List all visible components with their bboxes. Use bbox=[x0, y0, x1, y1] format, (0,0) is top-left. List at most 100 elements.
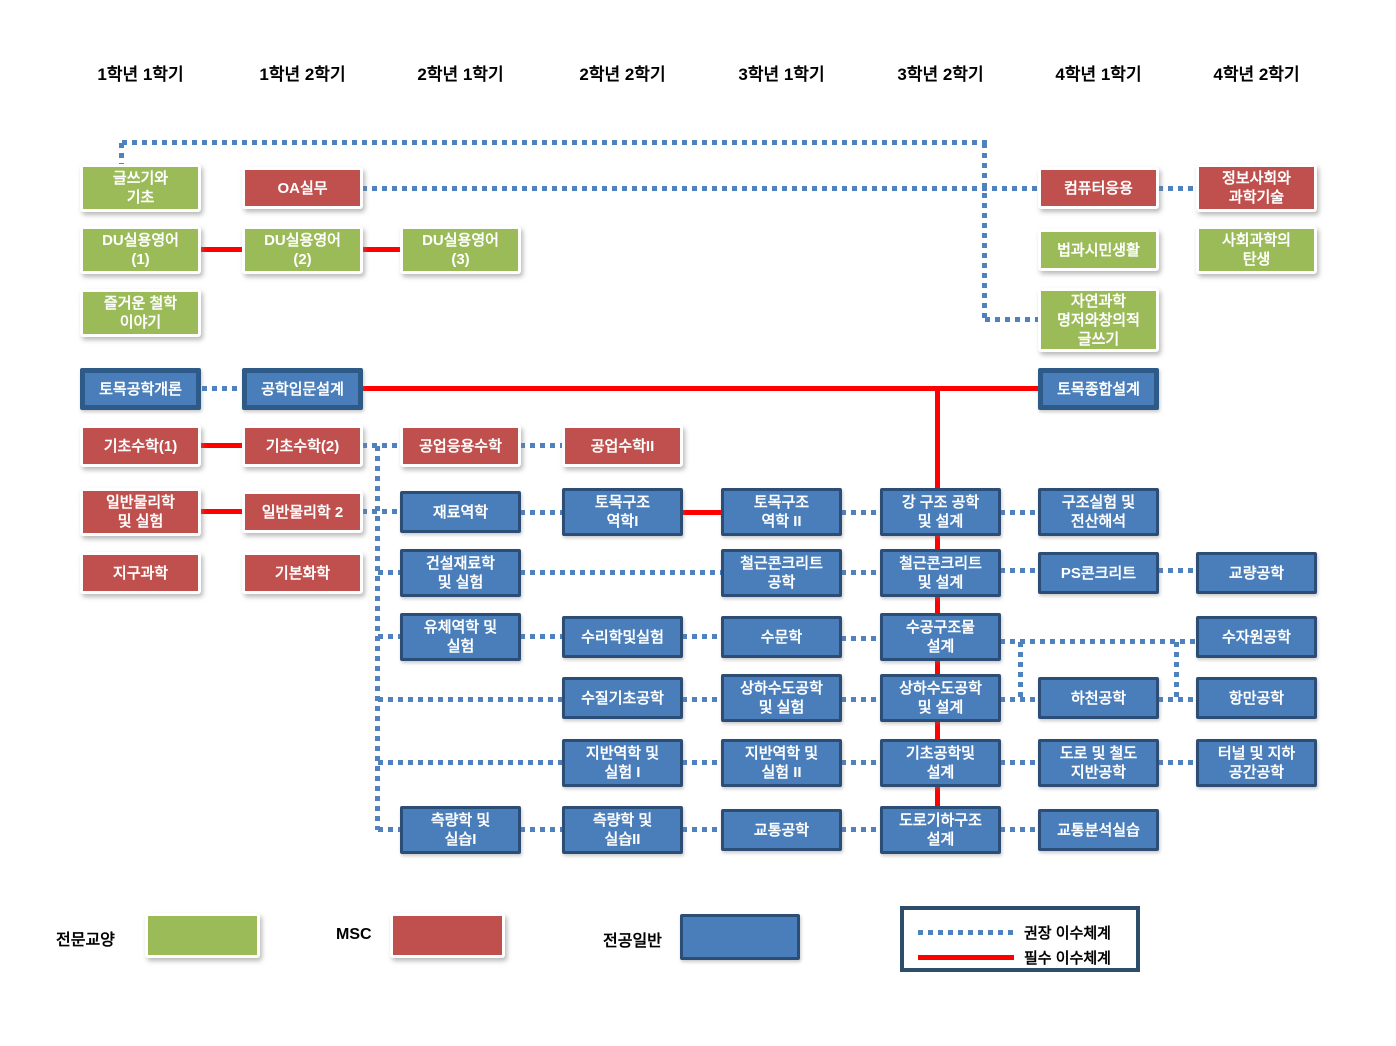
course-box-gicho: 기초공학및 설계 bbox=[880, 739, 1001, 787]
course-box-cheolgeun2: 철근콘크리트 및 설계 bbox=[880, 549, 1001, 597]
course-box-cheolhak: 즐거운 철학 이야기 bbox=[80, 289, 201, 337]
recommended-connector-h bbox=[378, 760, 562, 765]
recommended-connector-h bbox=[378, 634, 400, 639]
required-connector-h bbox=[200, 443, 242, 448]
legend-swatch-major bbox=[680, 914, 800, 960]
course-box-jeongbo: 정보사회와 과학기술 bbox=[1196, 164, 1317, 212]
course-box-gyotong: 교통공학 bbox=[721, 809, 842, 851]
course-box-cheolgeun1: 철근콘크리트 공학 bbox=[721, 549, 842, 597]
course-box-dorogiha: 도로기하구조 설계 bbox=[880, 806, 1001, 854]
course-box-geulsseugi: 글쓰기와 기초 bbox=[80, 164, 201, 212]
course-box-beopgwa: 법과시민생활 bbox=[1038, 229, 1159, 271]
semester-header-2: 1학년 2학기 bbox=[259, 65, 346, 84]
legend-swatch-liberal-arts bbox=[145, 913, 260, 958]
course-box-ipmun: 공학입문설계 bbox=[242, 368, 363, 410]
course-box-phys1: 일반물리학 및 실험 bbox=[80, 488, 201, 536]
course-box-gyotongbunseok: 교통분석실습 bbox=[1038, 809, 1159, 851]
course-box-gaeron: 토목공학개론 bbox=[80, 368, 201, 410]
recommended-connector-v bbox=[1174, 642, 1179, 700]
recommended-connector-h bbox=[841, 760, 880, 765]
recommended-connector-h bbox=[362, 186, 1038, 191]
course-box-gongsu2: 공업수학II bbox=[562, 425, 683, 467]
semester-header-7: 4학년 1학기 bbox=[1055, 65, 1142, 84]
required-connector-h bbox=[200, 247, 242, 252]
recommended-connector-h bbox=[520, 570, 721, 575]
required-connector-h bbox=[682, 510, 721, 515]
course-box-jayeon: 자연과학 명저와창의적 글쓰기 bbox=[1038, 288, 1159, 352]
legend-label-major: 전공일반 bbox=[603, 933, 662, 950]
course-box-du2: DU실용영어 (2) bbox=[242, 226, 363, 274]
recommended-connector-h bbox=[1158, 760, 1196, 765]
course-box-sangha2: 상하수도공학 및 설계 bbox=[880, 674, 1001, 722]
course-box-sujawon: 수자원공학 bbox=[1196, 616, 1317, 658]
course-box-jiban2: 지반역학 및 실험 II bbox=[721, 739, 842, 787]
course-box-sahoe: 사회과학의 탄생 bbox=[1196, 226, 1317, 274]
course-box-phys2: 일반물리학 2 bbox=[242, 491, 363, 533]
course-box-math1: 기초수학(1) bbox=[80, 425, 201, 467]
recommended-connector-h bbox=[520, 443, 562, 448]
course-box-computer: 컴퓨터응용 bbox=[1038, 167, 1159, 209]
course-box-jiban1: 지반역학 및 실험 I bbox=[562, 739, 683, 787]
course-box-sumun: 수문학 bbox=[721, 616, 842, 658]
course-box-yuche: 유체역학 및 실험 bbox=[400, 613, 521, 661]
recommended-connector-h bbox=[985, 317, 1038, 322]
required-connector-v bbox=[935, 389, 940, 808]
recommended-connector-h bbox=[1158, 568, 1196, 573]
course-box-suri: 수리학및실험 bbox=[562, 616, 683, 658]
recommended-connector-h bbox=[362, 443, 400, 448]
recommended-connector-h bbox=[682, 697, 721, 702]
legend-label-liberal-arts: 전문교양 bbox=[56, 932, 115, 949]
legend-label-recommended: 권장 이수체계 bbox=[1024, 925, 1111, 942]
course-box-du3: DU실용영어 (3) bbox=[400, 226, 521, 274]
course-box-math2: 기초수학(2) bbox=[242, 425, 363, 467]
recommended-connector-h bbox=[1158, 697, 1196, 702]
course-box-cheukryang1: 측량학 및 실습I bbox=[400, 806, 521, 854]
recommended-connector-h bbox=[1000, 510, 1038, 515]
semester-header-4: 2학년 2학기 bbox=[579, 65, 666, 84]
recommended-connector-h bbox=[682, 634, 721, 639]
recommended-connector-h bbox=[841, 827, 880, 832]
recommended-connector-h bbox=[378, 697, 562, 702]
course-box-gujo1: 토목구조 역학I bbox=[562, 488, 683, 536]
recommended-connector-h bbox=[1158, 186, 1196, 191]
required-connector-h bbox=[362, 247, 400, 252]
course-box-gyoryang: 교량공학 bbox=[1196, 552, 1317, 594]
recommended-connector-h bbox=[1000, 697, 1038, 702]
semester-header-8: 4학년 2학기 bbox=[1213, 65, 1300, 84]
recommended-connector-h bbox=[378, 570, 400, 575]
recommended-connector-h bbox=[520, 634, 562, 639]
legend-dotted-line-sample bbox=[918, 930, 1014, 935]
recommended-connector-h bbox=[1000, 639, 1196, 644]
course-box-gujo2: 토목구조 역학 II bbox=[721, 488, 842, 536]
recommended-connector-v bbox=[1018, 642, 1023, 700]
recommended-connector-h bbox=[841, 510, 880, 515]
course-box-gongeop: 공업응용수학 bbox=[400, 425, 521, 467]
course-box-hangman: 항만공학 bbox=[1196, 677, 1317, 719]
required-connector-h bbox=[362, 386, 1038, 391]
recommended-connector-h bbox=[520, 827, 562, 832]
course-box-sujil: 수질기초공학 bbox=[562, 677, 683, 719]
legend-label-required: 필수 이수체계 bbox=[1024, 950, 1111, 967]
course-box-geonseol: 건설재료학 및 실험 bbox=[400, 549, 521, 597]
course-box-jigu: 지구과학 bbox=[80, 552, 201, 594]
course-box-du1: DU실용영어 (1) bbox=[80, 226, 201, 274]
semester-header-6: 3학년 2학기 bbox=[897, 65, 984, 84]
recommended-connector-h bbox=[682, 827, 721, 832]
recommended-connector-h bbox=[841, 697, 880, 702]
recommended-connector-h bbox=[1000, 827, 1038, 832]
course-box-jonghap: 토목종합설계 bbox=[1038, 368, 1159, 410]
recommended-connector-v bbox=[982, 143, 987, 320]
recommended-connector-h bbox=[1000, 760, 1038, 765]
course-box-gujosil: 구조실험 및 전산해석 bbox=[1038, 488, 1159, 536]
course-box-gang: 강 구조 공학 및 설계 bbox=[880, 488, 1001, 536]
recommended-connector-h bbox=[202, 386, 242, 391]
course-box-doro: 도로 및 철도 지반공학 bbox=[1038, 739, 1159, 787]
recommended-connector-h bbox=[122, 140, 988, 145]
recommended-connector-h bbox=[682, 760, 721, 765]
course-box-ps: PS콘크리트 bbox=[1038, 552, 1159, 594]
course-box-tunnel: 터널 및 지하 공간공학 bbox=[1196, 739, 1317, 787]
recommended-connector-h bbox=[841, 636, 880, 641]
course-box-cheukryang2: 측량학 및 실습II bbox=[562, 806, 683, 854]
recommended-connector-h bbox=[520, 510, 562, 515]
